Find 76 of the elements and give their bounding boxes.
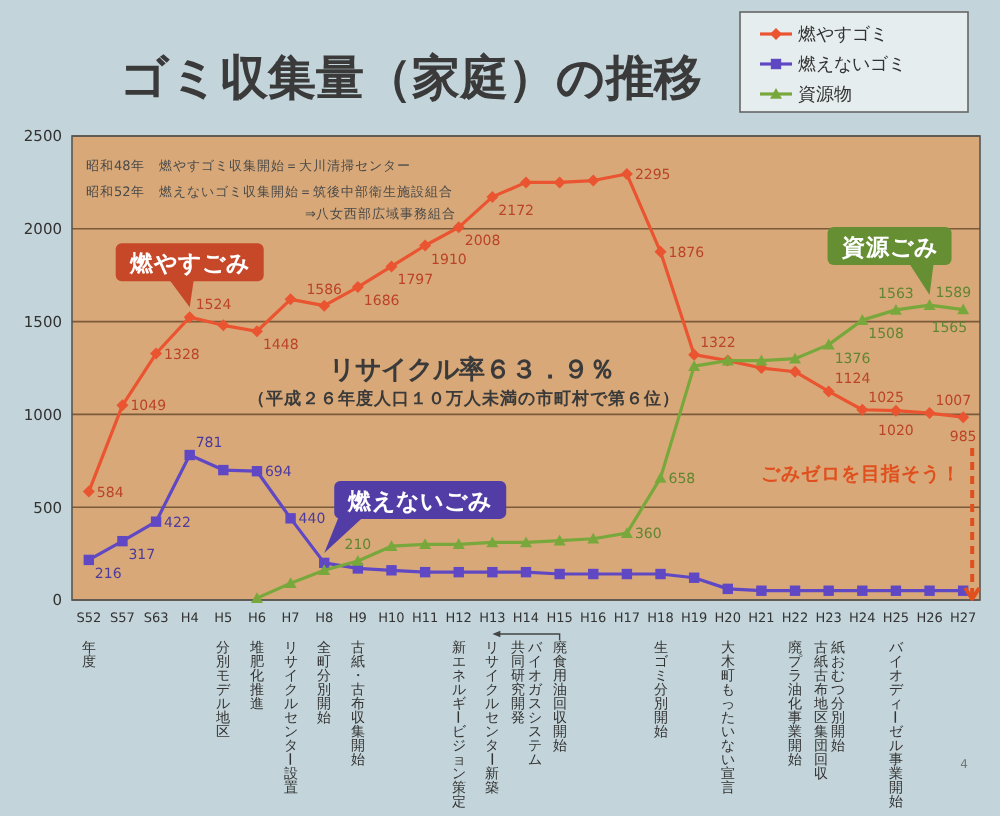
point <box>284 293 297 306</box>
point <box>419 566 431 578</box>
point <box>620 527 633 538</box>
point <box>351 281 364 294</box>
point <box>755 354 768 366</box>
point <box>588 568 599 580</box>
point <box>654 471 667 483</box>
point <box>924 585 935 596</box>
point <box>218 464 229 476</box>
point <box>688 348 701 361</box>
point <box>856 403 869 416</box>
point <box>453 566 464 578</box>
point <box>620 168 633 181</box>
point <box>823 585 834 596</box>
point <box>150 516 162 527</box>
point <box>217 319 230 332</box>
point <box>722 583 733 595</box>
point <box>385 540 398 551</box>
point <box>385 260 398 273</box>
point <box>250 592 263 603</box>
point <box>789 365 802 378</box>
point <box>183 311 196 324</box>
point <box>520 536 532 548</box>
legend-label: 燃やすゴミ <box>798 24 888 47</box>
annotation: 燃やすごみ <box>127 249 250 278</box>
point <box>822 385 835 398</box>
point <box>386 565 397 576</box>
point <box>553 534 566 546</box>
point <box>587 174 600 187</box>
point <box>890 585 902 596</box>
point <box>857 585 868 596</box>
legend-label: 資源物 <box>798 84 852 107</box>
point <box>520 176 532 189</box>
point <box>419 239 432 252</box>
point <box>889 303 902 315</box>
point <box>487 566 498 578</box>
point <box>116 399 129 412</box>
point <box>251 465 263 477</box>
point <box>587 532 600 544</box>
point <box>654 245 667 258</box>
annotation: リサイクル率６３．９％ <box>329 356 615 386</box>
point <box>452 538 465 550</box>
point <box>318 564 331 576</box>
point <box>957 411 970 424</box>
point <box>957 303 970 315</box>
point <box>688 572 700 583</box>
point <box>285 513 296 524</box>
point <box>452 221 465 234</box>
point <box>756 585 767 596</box>
point <box>520 566 532 578</box>
point <box>486 536 499 548</box>
point <box>318 299 331 312</box>
chart-title: ゴミ収集量（家庭）の推移 <box>120 50 702 106</box>
point <box>284 577 297 589</box>
point <box>621 568 633 580</box>
point <box>822 338 835 350</box>
annotation: 資源ごみ <box>839 233 938 262</box>
point <box>184 449 195 461</box>
point <box>554 568 565 580</box>
point <box>117 535 128 547</box>
point <box>923 407 936 420</box>
point <box>150 347 163 360</box>
point <box>351 555 364 566</box>
point <box>655 568 666 580</box>
point <box>83 554 95 566</box>
point <box>688 360 701 371</box>
annotation: （平成２６年度人口１０万人未満の市町村で第６位） <box>248 390 680 410</box>
legend-label: 燃えないゴミ <box>798 54 906 77</box>
annotation: 燃えないごみ <box>346 486 493 515</box>
point <box>419 538 432 550</box>
point <box>82 485 95 498</box>
point <box>789 585 801 596</box>
annotation: ごみゼロを目指そう！ <box>761 464 962 486</box>
point <box>923 299 936 310</box>
point <box>486 190 499 203</box>
point <box>789 352 802 364</box>
